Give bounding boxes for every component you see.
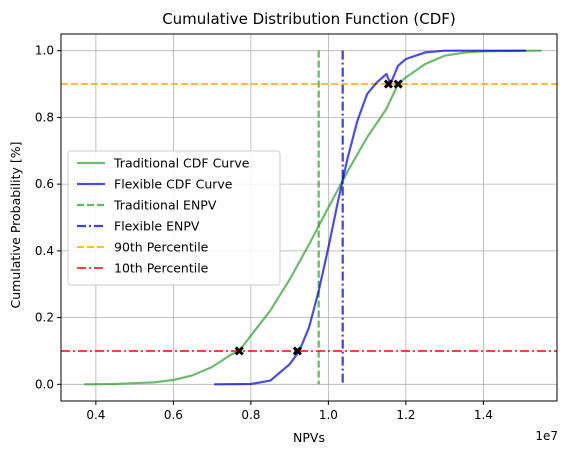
legend-item: Traditional ENPV xyxy=(77,198,217,213)
percentile-marker xyxy=(292,346,302,356)
percentile-marker xyxy=(383,79,393,89)
x-tick-label: 1.4 xyxy=(474,408,493,422)
flexible-cdf-curve xyxy=(214,49,526,386)
legend-label: Traditional ENPV xyxy=(113,198,217,213)
y-tick-label: 1.0 xyxy=(35,44,54,58)
x-tick-label: 0.6 xyxy=(164,408,183,422)
x-axis-title: NPVs xyxy=(293,430,325,445)
grid xyxy=(61,34,557,401)
plot-frame xyxy=(60,33,558,402)
y-tick-label: 0.8 xyxy=(35,110,54,124)
percentile-marker xyxy=(234,346,244,356)
x-scale-label: 1e7 xyxy=(535,429,558,443)
legend: Traditional CDF Curve Flexible CDF Curve T… xyxy=(67,150,281,286)
x-tick-label: 0.4 xyxy=(86,408,105,422)
legend-label: Flexible CDF Curve xyxy=(114,177,233,192)
y-axis-title: Cumulative Probability [%] xyxy=(8,142,23,309)
legend-label: Flexible ENPV xyxy=(114,219,200,234)
legend-box xyxy=(67,150,281,286)
percentile-marker xyxy=(393,79,403,89)
legend-label: Traditional CDF Curve xyxy=(113,156,250,171)
y-tick-label: 0.2 xyxy=(35,311,54,325)
legend-label: 90th Percentile xyxy=(114,240,209,255)
x-tick-label: 1.0 xyxy=(319,408,338,422)
legend-label: 10th Percentile xyxy=(114,261,209,276)
y-tick-label: 0.4 xyxy=(35,244,54,258)
legend-item: 10th Percentile xyxy=(77,261,209,276)
legend-item: Flexible ENPV xyxy=(77,219,200,234)
traditional-cdf-curve xyxy=(84,49,542,386)
x-tick-label: 0.8 xyxy=(241,408,260,422)
axis-ticks: 0.4 0.6 0.8 1.0 1.2 1.4 0.0 0.2 0.4 0.6 0.8 1.0 xyxy=(35,44,493,422)
y-tick-label: 0.6 xyxy=(35,177,54,191)
chart-title: Cumulative Distribution Function (CDF) xyxy=(162,10,456,28)
x-tick-label: 1.2 xyxy=(396,408,415,422)
legend-item: Flexible CDF Curve xyxy=(77,177,233,192)
legend-item: 90th Percentile xyxy=(77,240,209,255)
legend-item: Traditional CDF Curve xyxy=(77,156,250,171)
y-tick-label: 0.0 xyxy=(35,377,54,391)
